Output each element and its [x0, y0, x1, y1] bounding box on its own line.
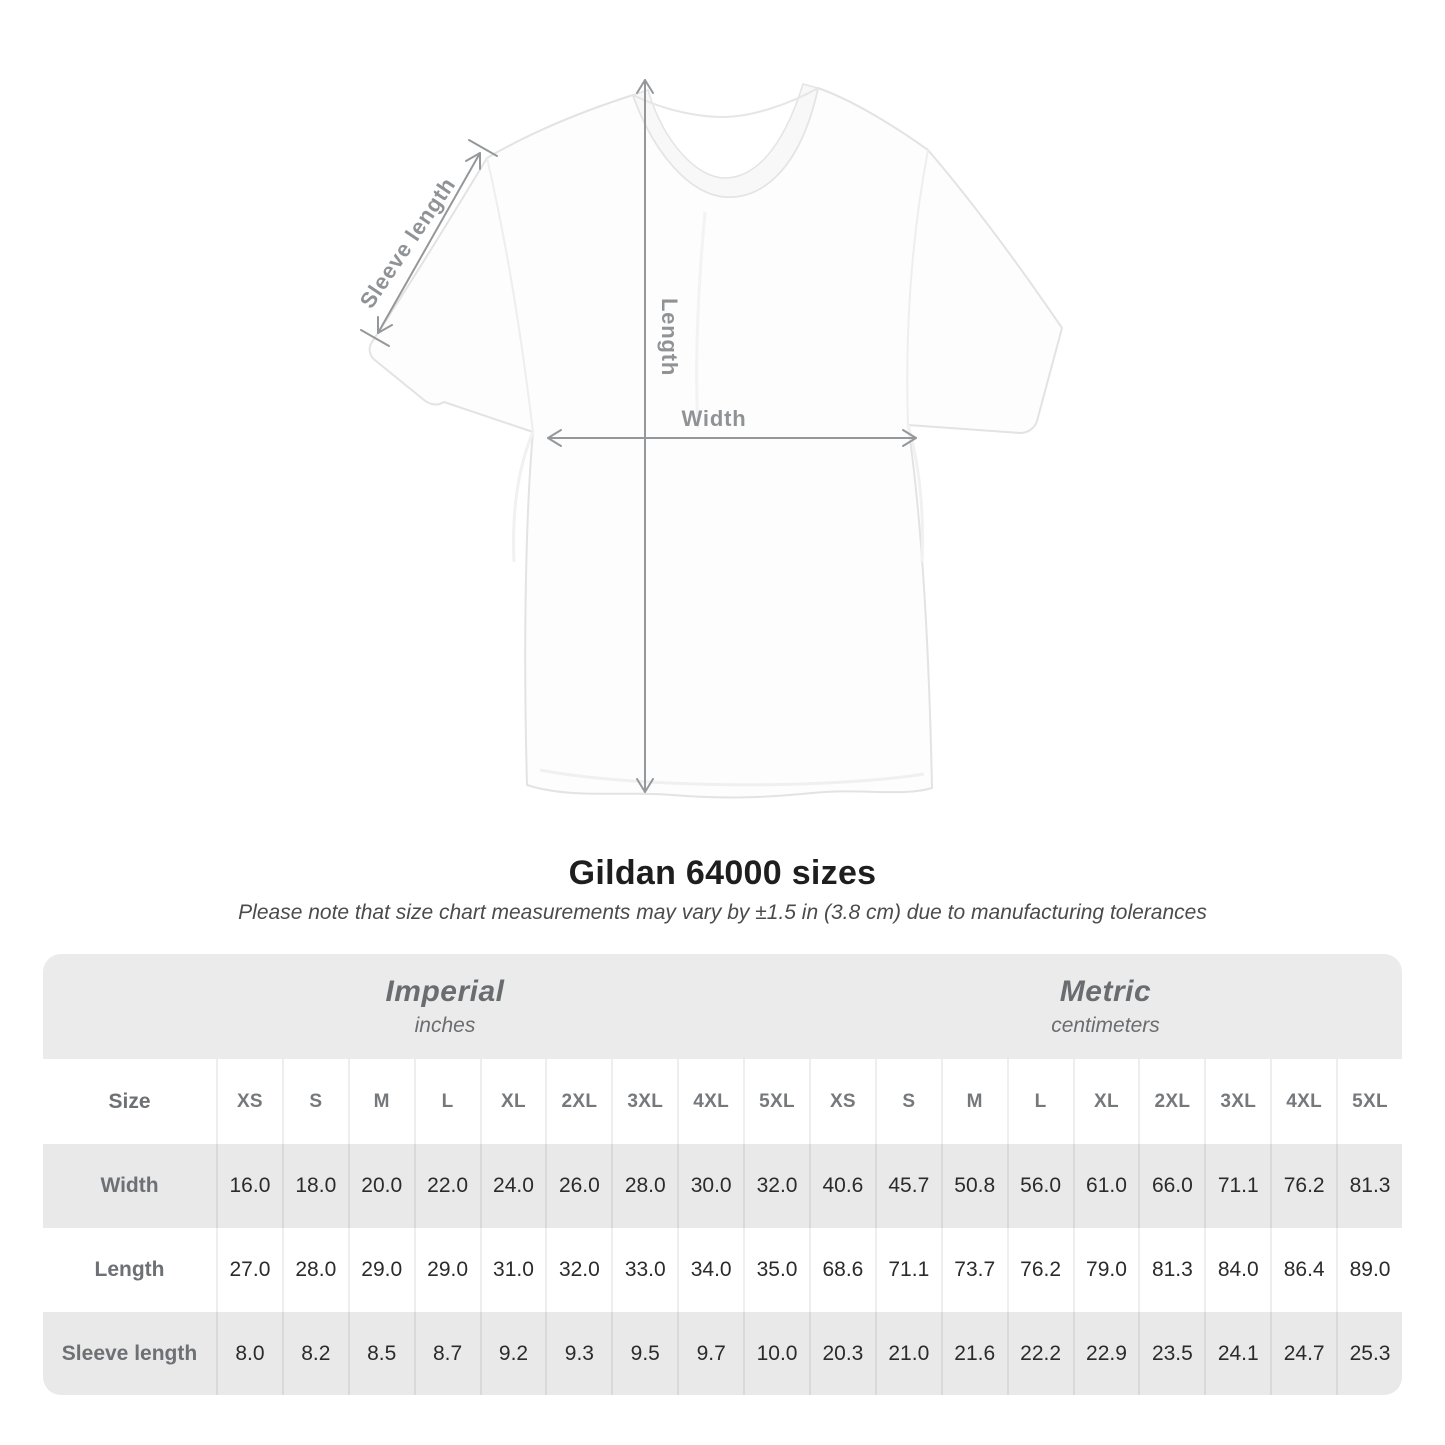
- value-cell-imperial: 20.0: [347, 1144, 414, 1228]
- size-col-header-XS: XS: [216, 1059, 282, 1144]
- value-cell-metric: 20.3: [808, 1312, 875, 1395]
- size-col-header-2XL: 2XL: [545, 1059, 611, 1144]
- value-cell-metric: 71.1: [874, 1228, 941, 1312]
- size-corner-label: Size: [108, 1089, 151, 1113]
- value-cell-metric: 81.3: [1336, 1144, 1402, 1228]
- row-label: Width: [43, 1144, 216, 1228]
- value-cell-imperial: 26.0: [545, 1144, 612, 1228]
- value-cell-metric: 76.2: [1270, 1144, 1337, 1228]
- size-col-header-3XL: 3XL: [611, 1059, 677, 1144]
- value-cell-metric: 84.0: [1204, 1228, 1270, 1312]
- tshirt-body: [368, 87, 1063, 799]
- value-cell-metric: 25.3: [1336, 1312, 1402, 1395]
- row-label: Sleeve length: [43, 1312, 216, 1395]
- size-col-header-M: M: [940, 1059, 1007, 1144]
- value-cell-imperial: 24.0: [479, 1144, 546, 1228]
- value-cell-imperial: 8.2: [281, 1312, 348, 1395]
- value-cell-imperial: 32.0: [545, 1228, 611, 1312]
- tshirt-illustration: [360, 79, 1063, 799]
- value-cell-imperial: 9.7: [677, 1312, 744, 1395]
- length-arrow: [636, 79, 654, 793]
- value-cell-imperial: 35.0: [743, 1228, 809, 1312]
- size-col-header-2XL: 2XL: [1138, 1059, 1204, 1144]
- value-cell-imperial: 18.0: [281, 1144, 348, 1228]
- size-col-header-XL: XL: [479, 1059, 546, 1144]
- size-col-header-3XL: 3XL: [1204, 1059, 1270, 1144]
- value-cell-imperial: 28.0: [281, 1228, 348, 1312]
- value-cell-imperial: 29.0: [347, 1228, 414, 1312]
- unit-group-header-metric: Metric centimeters: [808, 954, 1402, 1059]
- value-cell-imperial: 9.2: [479, 1312, 546, 1395]
- value-cell-imperial: 31.0: [479, 1228, 546, 1312]
- value-cell-imperial: 8.5: [347, 1312, 414, 1395]
- tshirt-measurement-diagram: Sleeve length Length Width: [355, 79, 1063, 799]
- value-cell-imperial: 22.0: [413, 1144, 480, 1228]
- size-col-header-S: S: [874, 1059, 941, 1144]
- row-label: Length: [94, 1258, 165, 1281]
- tshirt-fold-lines: [486, 149, 929, 787]
- size-col-header-M: M: [347, 1059, 414, 1144]
- value-cell-imperial: 33.0: [611, 1228, 677, 1312]
- width-dimension-label: Width: [681, 406, 747, 431]
- value-cell-imperial: 16.0: [216, 1144, 282, 1228]
- value-cell-imperial: 34.0: [677, 1228, 743, 1312]
- value-cell-metric: 86.4: [1270, 1228, 1336, 1312]
- value-cell-metric: 40.6: [808, 1144, 875, 1228]
- value-cell-metric: 21.6: [940, 1312, 1007, 1395]
- value-cell-metric: 24.7: [1270, 1312, 1337, 1395]
- value-cell-imperial: 8.7: [413, 1312, 480, 1395]
- value-cell-metric: 68.6: [808, 1228, 875, 1312]
- value-cell-metric: 89.0: [1336, 1228, 1402, 1312]
- value-cell-metric: 61.0: [1072, 1144, 1139, 1228]
- unit-group-label: Metric: [1059, 975, 1152, 1008]
- size-col-header-S: S: [281, 1059, 348, 1144]
- value-cell-imperial: 9.3: [545, 1312, 612, 1395]
- value-cell-imperial: 10.0: [743, 1312, 809, 1395]
- size-col-header-4XL: 4XL: [1270, 1059, 1336, 1144]
- size-col-header-L: L: [1006, 1059, 1073, 1144]
- length-dimension-label: Length: [657, 297, 682, 377]
- value-cell-metric: 56.0: [1006, 1144, 1073, 1228]
- size-chart-table: Imperial inches Metric centimeters Size XS S M L…: [43, 954, 1402, 1395]
- value-cell-metric: 22.9: [1072, 1312, 1139, 1395]
- value-cell-metric: 73.7: [940, 1228, 1007, 1312]
- size-col-header-5XL: 5XL: [743, 1059, 809, 1144]
- value-cell-imperial: 30.0: [677, 1144, 744, 1228]
- value-cell-imperial: 9.5: [611, 1312, 678, 1395]
- width-arrow: [547, 429, 917, 447]
- value-cell-imperial: 8.0: [216, 1312, 282, 1395]
- value-cell-imperial: 29.0: [413, 1228, 480, 1312]
- value-cell-metric: 66.0: [1138, 1144, 1205, 1228]
- value-cell-imperial: 27.0: [216, 1228, 282, 1312]
- sleeve-length-arrow: [360, 139, 498, 347]
- value-cell-imperial: 32.0: [743, 1144, 809, 1228]
- size-col-header-4XL: 4XL: [677, 1059, 743, 1144]
- size-col-header-XL: XL: [1072, 1059, 1139, 1144]
- value-cell-metric: 81.3: [1138, 1228, 1204, 1312]
- value-cell-metric: 71.1: [1204, 1144, 1271, 1228]
- unit-group-unit: centimeters: [1051, 1014, 1160, 1037]
- size-col-header-L: L: [413, 1059, 480, 1144]
- dimension-arrows: [360, 79, 917, 793]
- tolerance-note: Please note that size chart measurements…: [238, 901, 1207, 924]
- value-cell-metric: 79.0: [1072, 1228, 1139, 1312]
- value-cell-metric: 24.1: [1204, 1312, 1271, 1395]
- value-cell-metric: 76.2: [1006, 1228, 1073, 1312]
- value-cell-metric: 22.2: [1006, 1312, 1073, 1395]
- value-cell-metric: 50.8: [940, 1144, 1007, 1228]
- value-cell-imperial: 28.0: [611, 1144, 678, 1228]
- unit-group-header-imperial: Imperial inches: [43, 954, 809, 1059]
- value-cell-metric: 21.0: [874, 1312, 941, 1395]
- unit-group-label: Imperial: [385, 975, 505, 1008]
- size-col-header-XS: XS: [808, 1059, 875, 1144]
- value-cell-metric: 45.7: [874, 1144, 941, 1228]
- value-cell-metric: 23.5: [1138, 1312, 1205, 1395]
- size-col-header-5XL: 5XL: [1336, 1059, 1402, 1144]
- unit-group-unit: inches: [414, 1014, 476, 1037]
- page-title: Gildan 64000 sizes: [568, 854, 877, 892]
- tshirt-back-collar: [632, 87, 819, 119]
